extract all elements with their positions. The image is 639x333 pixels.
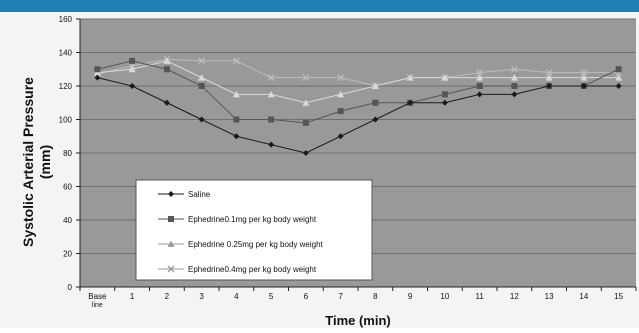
data-point bbox=[268, 141, 275, 148]
data-point bbox=[163, 66, 170, 73]
data-point bbox=[93, 69, 101, 76]
data-point bbox=[337, 74, 345, 82]
x-tick-label: 5 bbox=[269, 292, 274, 301]
data-point bbox=[337, 133, 344, 140]
y-tick-label: 80 bbox=[63, 149, 72, 158]
x-tick-label: 7 bbox=[338, 292, 343, 301]
chart-figure: Systolic Arterial Pressure (mm) Time (mi… bbox=[0, 12, 639, 328]
data-point bbox=[476, 69, 484, 77]
data-point bbox=[441, 91, 448, 98]
data-point bbox=[441, 99, 448, 106]
data-point bbox=[372, 99, 379, 106]
legend-entry: Ephedrine0.4mg per kg body weight bbox=[188, 265, 317, 274]
data-point bbox=[510, 65, 518, 73]
x-tick-label: 3 bbox=[199, 292, 204, 301]
y-tick-label: 100 bbox=[59, 116, 73, 125]
data-point bbox=[371, 82, 379, 89]
data-point bbox=[511, 91, 518, 98]
x-tick-label: 14 bbox=[579, 292, 588, 301]
x-tick-label: line bbox=[92, 302, 103, 309]
data-point bbox=[337, 108, 344, 115]
y-tick-label: 160 bbox=[59, 15, 73, 24]
data-point bbox=[198, 83, 205, 89]
data-point bbox=[129, 83, 136, 89]
y-tick-label: 0 bbox=[68, 283, 73, 292]
x-tick-label: 9 bbox=[408, 292, 413, 301]
data-point bbox=[302, 150, 309, 156]
legend-swatch-marker bbox=[168, 191, 174, 197]
data-point bbox=[580, 69, 588, 77]
data-point bbox=[580, 74, 588, 81]
data-point bbox=[163, 99, 170, 106]
x-tick-label: 8 bbox=[373, 292, 378, 301]
legend-entry: Saline bbox=[188, 190, 211, 199]
title-banner bbox=[0, 0, 639, 12]
series-line bbox=[97, 60, 619, 104]
y-tick-label: 120 bbox=[59, 82, 73, 91]
series-line bbox=[97, 77, 619, 154]
data-point bbox=[476, 91, 483, 98]
data-point bbox=[302, 119, 309, 126]
data-point bbox=[406, 74, 414, 81]
y-axis-label-unit: (mm) bbox=[37, 145, 53, 179]
data-point bbox=[267, 90, 275, 98]
data-point bbox=[129, 57, 136, 64]
data-point bbox=[615, 83, 622, 89]
data-point bbox=[268, 116, 275, 123]
y-tick-label: 40 bbox=[63, 216, 72, 225]
legend-box bbox=[135, 179, 373, 281]
data-point bbox=[232, 90, 240, 98]
data-point bbox=[580, 83, 587, 89]
data-point bbox=[545, 74, 553, 81]
data-point bbox=[476, 83, 483, 89]
data-point bbox=[302, 74, 310, 82]
data-point bbox=[615, 66, 622, 73]
legend-swatch-marker bbox=[167, 240, 175, 247]
data-point bbox=[337, 90, 345, 98]
data-point bbox=[233, 133, 240, 140]
data-point bbox=[198, 74, 206, 81]
x-tick-label: 4 bbox=[234, 292, 239, 301]
data-point bbox=[198, 116, 205, 123]
series-line bbox=[97, 60, 619, 124]
data-point bbox=[441, 74, 449, 81]
data-point bbox=[302, 99, 310, 106]
y-tick-label: 20 bbox=[63, 250, 72, 259]
data-point bbox=[198, 57, 206, 65]
y-tick-label: 60 bbox=[63, 183, 72, 192]
x-tick-label: 13 bbox=[545, 292, 554, 301]
data-point bbox=[510, 74, 518, 81]
legend-entry: Ephedrine0.1mg per kg body weight bbox=[188, 215, 317, 224]
data-point bbox=[94, 66, 101, 73]
data-point bbox=[407, 99, 414, 106]
x-tick-label: 6 bbox=[304, 292, 309, 301]
x-tick-label: 15 bbox=[614, 292, 623, 301]
data-point bbox=[128, 65, 136, 73]
line-chart: Systolic Arterial Pressure (mm) Time (mi… bbox=[20, 15, 637, 328]
data-point bbox=[546, 83, 553, 89]
data-point bbox=[267, 74, 275, 82]
data-point bbox=[615, 74, 623, 81]
x-tick-label: Base bbox=[88, 292, 107, 301]
x-tick-label: 1 bbox=[130, 292, 135, 301]
data-point bbox=[232, 57, 240, 65]
data-point bbox=[372, 116, 379, 123]
data-point bbox=[163, 57, 171, 64]
data-point bbox=[476, 74, 484, 81]
y-axis-label: Systolic Arterial Pressure bbox=[20, 77, 36, 247]
legend-swatch-marker bbox=[168, 216, 174, 222]
legend-swatch-marker bbox=[167, 265, 175, 273]
x-tick-label: 12 bbox=[510, 292, 519, 301]
x-axis-label: Time (min) bbox=[325, 313, 391, 328]
x-tick-label: 2 bbox=[165, 292, 170, 301]
x-tick-label: 10 bbox=[440, 292, 449, 301]
data-point bbox=[94, 74, 101, 81]
series-line bbox=[97, 58, 619, 87]
x-tick-label: 11 bbox=[475, 292, 484, 301]
legend-entry: Ephedrine 0.25mg per kg body weight bbox=[188, 240, 324, 249]
data-point bbox=[233, 116, 240, 123]
data-point bbox=[545, 69, 553, 77]
data-point bbox=[511, 83, 518, 89]
y-tick-label: 140 bbox=[59, 49, 73, 58]
